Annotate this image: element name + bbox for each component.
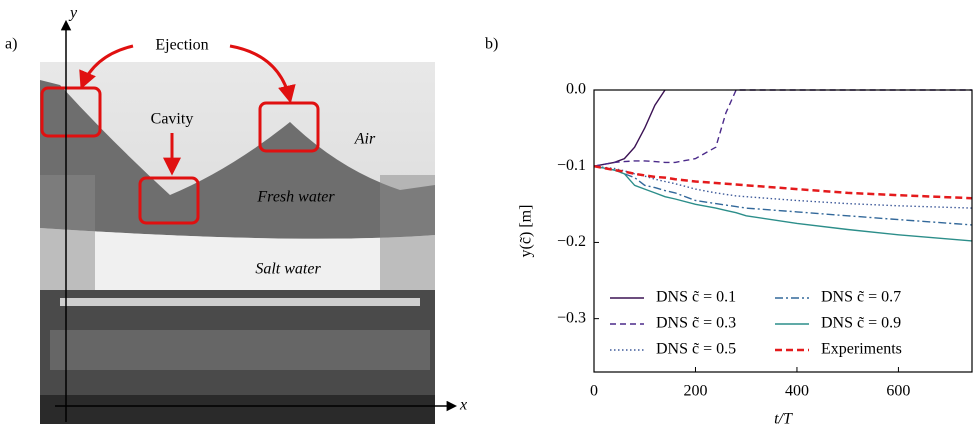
x-tick-label: 0 [590, 383, 598, 400]
annotation-boxes [40, 44, 320, 225]
legend-label: DNS c̃ = 0.1 [656, 289, 736, 306]
series-line [593, 165, 973, 209]
series-line [593, 89, 666, 167]
y-tick-label: −0.1 [557, 157, 586, 174]
x-tick-label: 400 [785, 383, 809, 400]
x-axis-label: t/T [774, 411, 793, 428]
x-tick-label: 200 [683, 383, 707, 400]
axis-label: y [68, 5, 78, 22]
annotation: Cavity [151, 111, 194, 128]
series-line [593, 164, 973, 200]
panel-label: a) [5, 36, 17, 53]
legend-label: DNS c̃ = 0.5 [656, 341, 736, 358]
y-tick-label: −0.2 [557, 233, 586, 250]
series-line [593, 165, 973, 226]
y-tick-label: −0.3 [557, 309, 586, 326]
annotation: Salt water [255, 261, 321, 278]
legend-label: DNS c̃ = 0.3 [656, 315, 736, 332]
plot-frame [593, 89, 973, 373]
y-axis-label: y(c̃) [m] [518, 205, 535, 258]
axis-label: x [459, 397, 467, 414]
series-line [593, 165, 973, 242]
photo [40, 62, 435, 424]
annotation: Air [354, 131, 376, 148]
panel-label: b) [485, 36, 498, 53]
y-tick-label: 0.0 [566, 81, 586, 98]
legend-label: Experiments [821, 341, 902, 358]
legend-label: DNS c̃ = 0.9 [821, 315, 901, 332]
annotation: Ejection [155, 37, 208, 54]
x-tick-label: 600 [886, 383, 910, 400]
legend-label: DNS c̃ = 0.7 [821, 289, 901, 306]
series-line [593, 89, 972, 167]
annotation: Fresh water [256, 189, 335, 206]
